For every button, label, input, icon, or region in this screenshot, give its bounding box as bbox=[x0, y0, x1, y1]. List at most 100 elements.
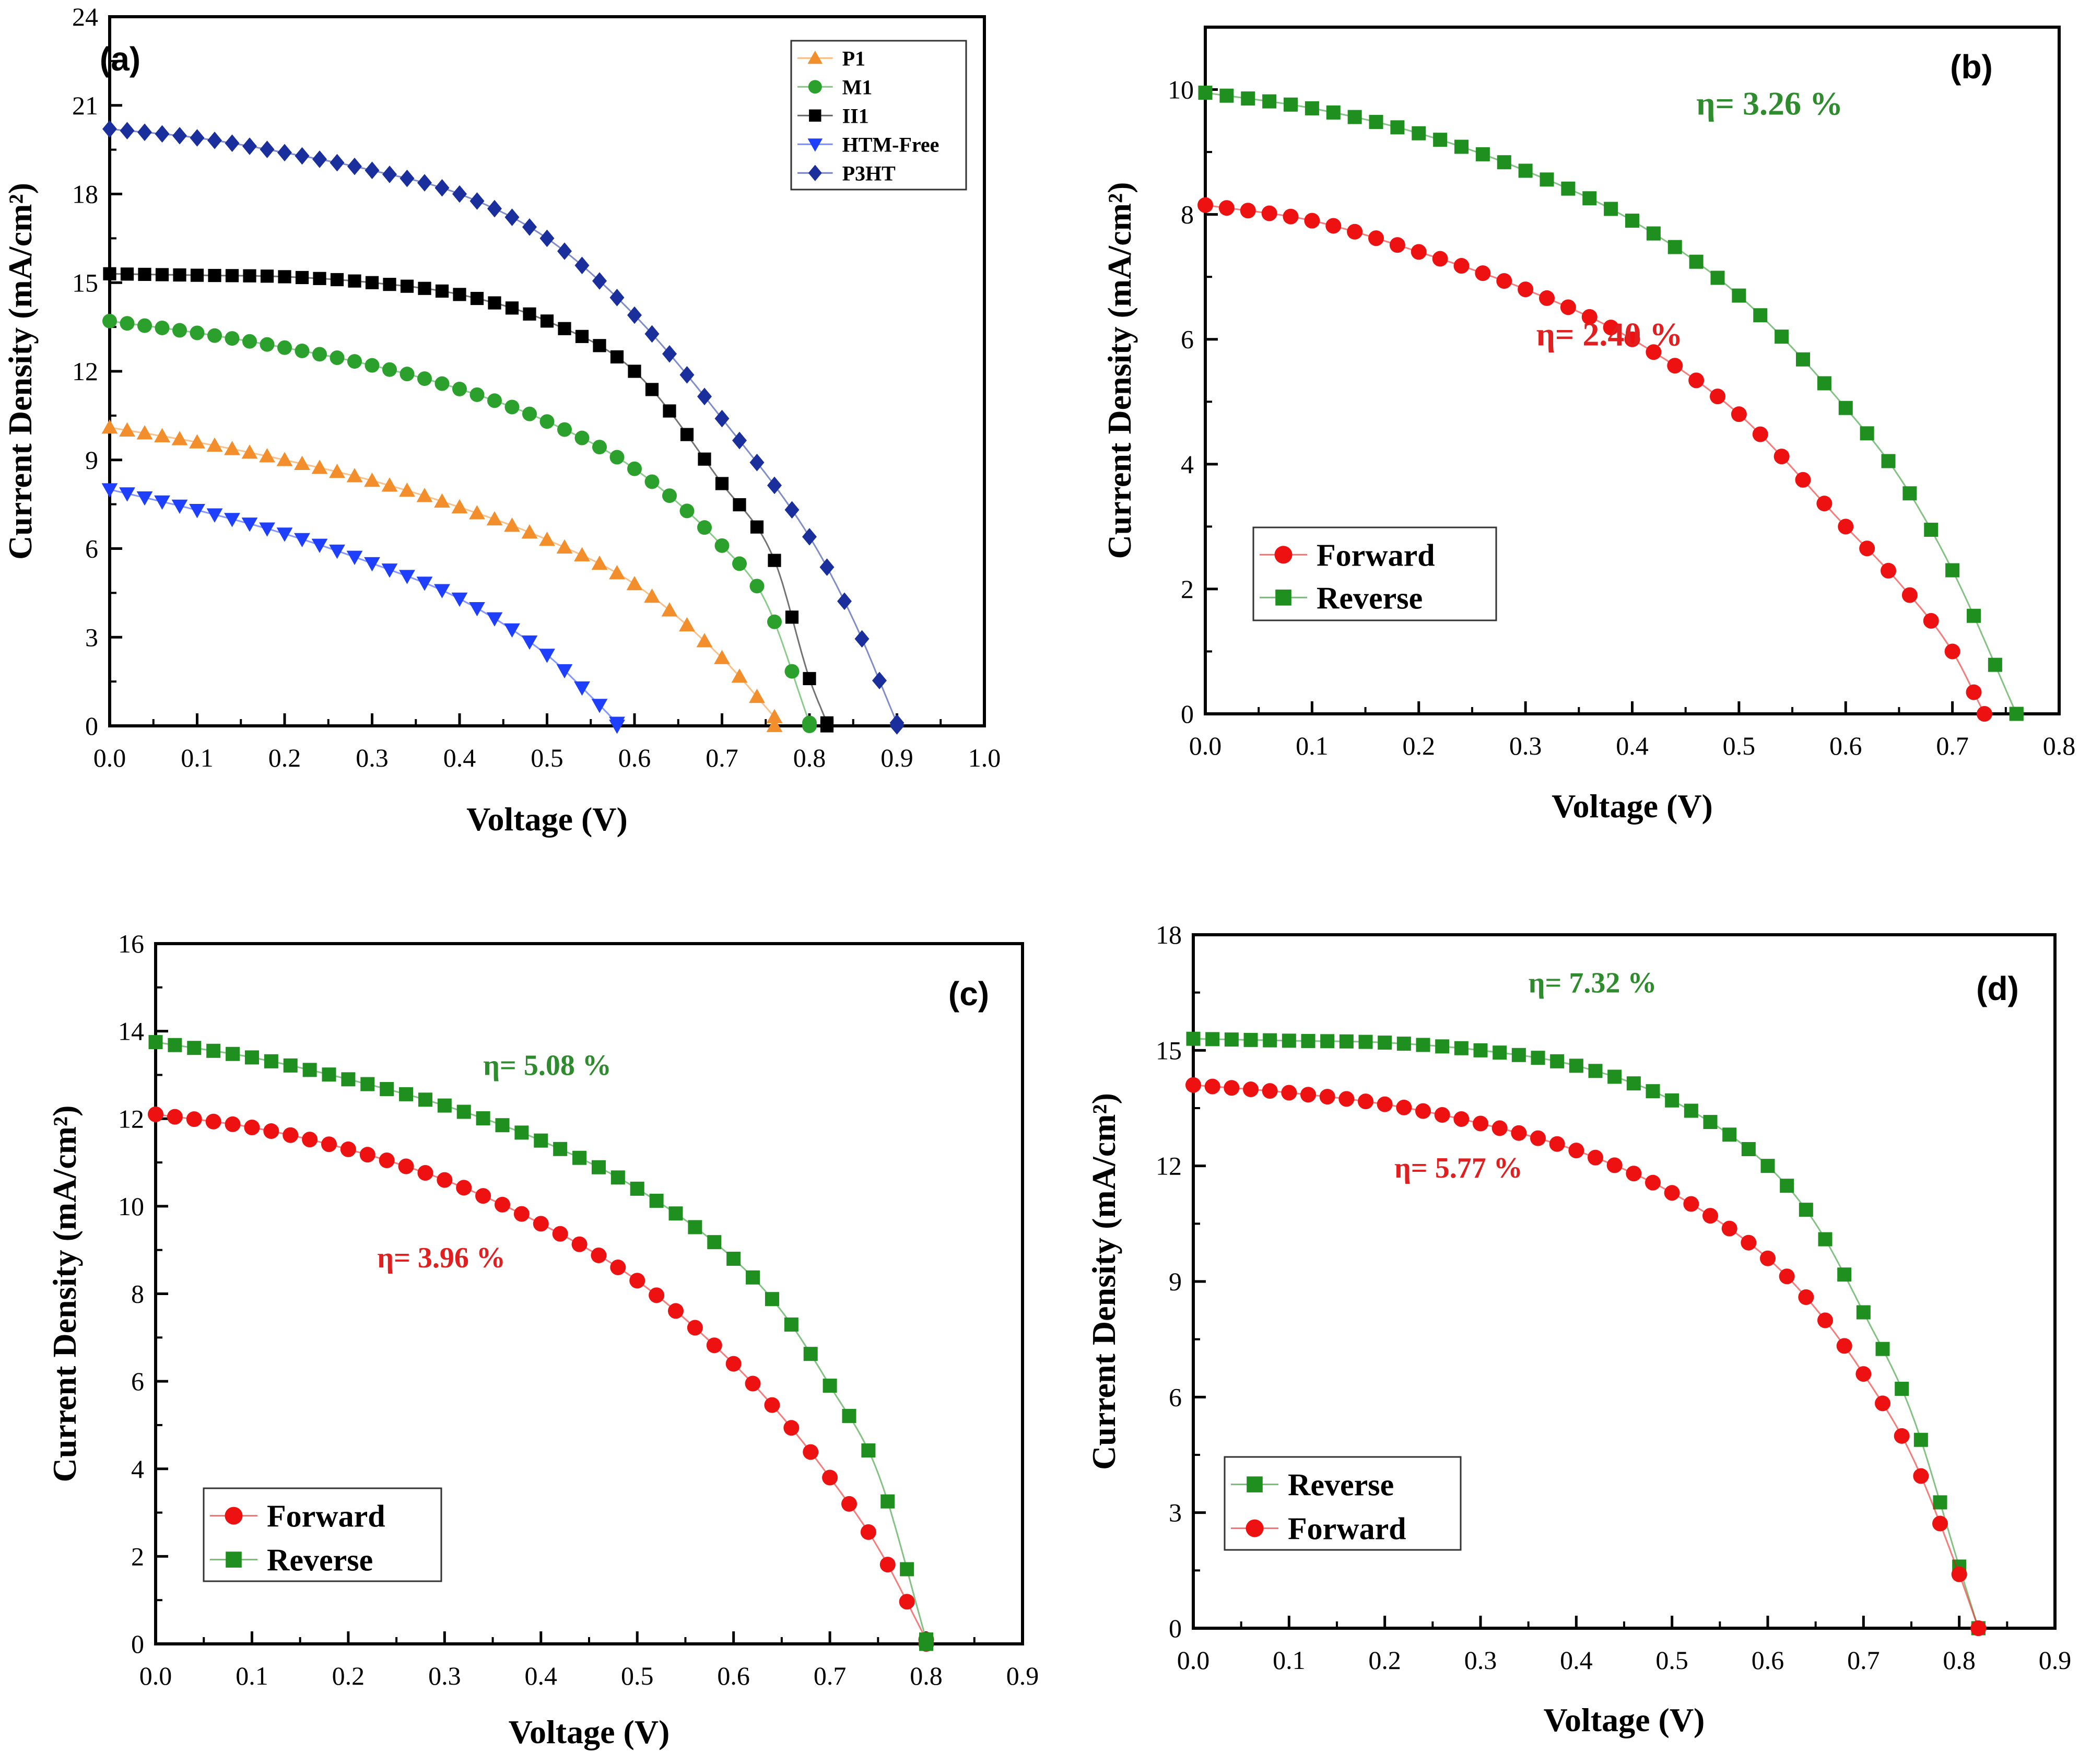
data-point bbox=[224, 513, 240, 527]
data-point bbox=[103, 267, 116, 280]
data-point bbox=[534, 1133, 548, 1148]
data-point bbox=[119, 422, 135, 437]
data-point bbox=[575, 330, 589, 343]
data-point bbox=[784, 664, 800, 679]
x-tick-label: 0.3 bbox=[428, 1661, 461, 1690]
data-point bbox=[557, 242, 572, 260]
series-markers-Forward bbox=[1185, 1077, 1987, 1636]
data-point bbox=[171, 499, 188, 514]
data-point bbox=[173, 268, 186, 282]
data-point bbox=[2009, 707, 2024, 721]
chart-panel-1: 0.0 0.1 0.2 0.3 0.4 0.5 0.6 0.7 0.8 0 2 4 6 8 10 Voltag… bbox=[1101, 26, 2076, 825]
data-point bbox=[572, 1150, 587, 1165]
data-point bbox=[260, 140, 275, 158]
data-point bbox=[1752, 426, 1768, 442]
data-point bbox=[470, 291, 484, 305]
y-tick-label: 6 bbox=[1169, 1382, 1182, 1412]
data-point bbox=[120, 316, 135, 331]
legend-box bbox=[203, 1487, 442, 1582]
data-point bbox=[1300, 1087, 1316, 1103]
data-point bbox=[687, 1320, 703, 1336]
data-point bbox=[302, 1063, 317, 1077]
data-point bbox=[880, 1494, 895, 1509]
data-point bbox=[726, 1251, 741, 1266]
legend-label: Forward bbox=[1288, 1512, 1406, 1546]
x-tick-label: 0.6 bbox=[717, 1661, 750, 1690]
legend-label: HTM-Free bbox=[842, 133, 939, 156]
data-point bbox=[456, 1180, 472, 1196]
data-point bbox=[400, 367, 415, 382]
data-point bbox=[1224, 1032, 1239, 1047]
data-point bbox=[1454, 1041, 1469, 1055]
x-tick-label: 0.8 bbox=[2043, 731, 2076, 760]
data-point bbox=[136, 425, 153, 440]
data-point bbox=[1185, 1077, 1201, 1093]
legend-marker bbox=[1275, 590, 1291, 606]
y-tick-label: 3 bbox=[1169, 1498, 1182, 1527]
data-point bbox=[522, 218, 537, 236]
legend-label: M1 bbox=[842, 75, 873, 99]
data-point bbox=[1667, 240, 1682, 254]
data-point bbox=[696, 633, 713, 648]
data-point bbox=[552, 1226, 568, 1242]
data-point bbox=[521, 635, 538, 650]
data-point bbox=[610, 1170, 625, 1185]
data-point bbox=[1411, 244, 1427, 260]
data-point bbox=[1475, 265, 1491, 281]
data-point bbox=[241, 444, 258, 459]
data-point bbox=[1856, 1305, 1871, 1320]
data-point bbox=[136, 491, 153, 506]
x-tick-label: 0.4 bbox=[1616, 731, 1649, 760]
data-point bbox=[346, 468, 363, 483]
data-point bbox=[189, 434, 205, 449]
efficiency-annotation: η= 3.96 % bbox=[377, 1242, 506, 1274]
data-point bbox=[649, 1287, 665, 1303]
data-point bbox=[347, 354, 362, 369]
data-point bbox=[469, 602, 485, 617]
data-point bbox=[861, 1443, 876, 1458]
data-point bbox=[1305, 101, 1319, 115]
data-point bbox=[1702, 1208, 1718, 1224]
data-point bbox=[749, 453, 765, 472]
data-point bbox=[487, 393, 502, 408]
data-point bbox=[679, 617, 695, 632]
data-point bbox=[224, 441, 240, 455]
data-point bbox=[398, 1158, 414, 1174]
data-point bbox=[187, 1041, 202, 1055]
data-point bbox=[1369, 115, 1383, 130]
legend-box bbox=[1252, 526, 1497, 621]
data-point bbox=[380, 1082, 394, 1097]
data-point bbox=[1722, 1127, 1737, 1142]
data-point bbox=[206, 1043, 221, 1058]
data-point bbox=[688, 1220, 702, 1234]
chart-panel-2: 0.0 0.1 0.2 0.3 0.4 0.5 0.6 0.7 0.8 0.9 0 2 4 6 8 10 12 1… bbox=[46, 929, 1039, 1750]
data-point bbox=[330, 154, 345, 172]
data-point bbox=[1951, 1566, 1967, 1582]
data-point bbox=[649, 1193, 664, 1208]
data-point bbox=[872, 672, 887, 690]
x-tick-label: 0.1 bbox=[181, 743, 214, 772]
data-point bbox=[1326, 105, 1341, 120]
data-point bbox=[725, 1356, 742, 1372]
data-point bbox=[263, 1123, 279, 1139]
data-point bbox=[1198, 86, 1213, 100]
data-point bbox=[1240, 203, 1256, 219]
data-point bbox=[626, 576, 643, 591]
data-point bbox=[101, 483, 118, 498]
data-point bbox=[627, 461, 642, 476]
data-point bbox=[1665, 1093, 1679, 1108]
x-tick-label: 0.2 bbox=[1368, 1645, 1401, 1675]
data-point bbox=[1913, 1432, 1928, 1447]
data-point bbox=[822, 1469, 838, 1486]
data-point bbox=[1582, 191, 1597, 206]
data-point bbox=[802, 528, 817, 546]
data-point bbox=[1358, 1034, 1373, 1049]
legend-label: P1 bbox=[842, 46, 865, 70]
data-point bbox=[1626, 1076, 1641, 1091]
data-point bbox=[803, 672, 816, 686]
data-point bbox=[610, 350, 624, 364]
data-point bbox=[313, 272, 326, 285]
efficiency-annotation: η= 5.77 % bbox=[1394, 1152, 1523, 1184]
data-point bbox=[400, 169, 415, 187]
data-point bbox=[731, 668, 748, 683]
